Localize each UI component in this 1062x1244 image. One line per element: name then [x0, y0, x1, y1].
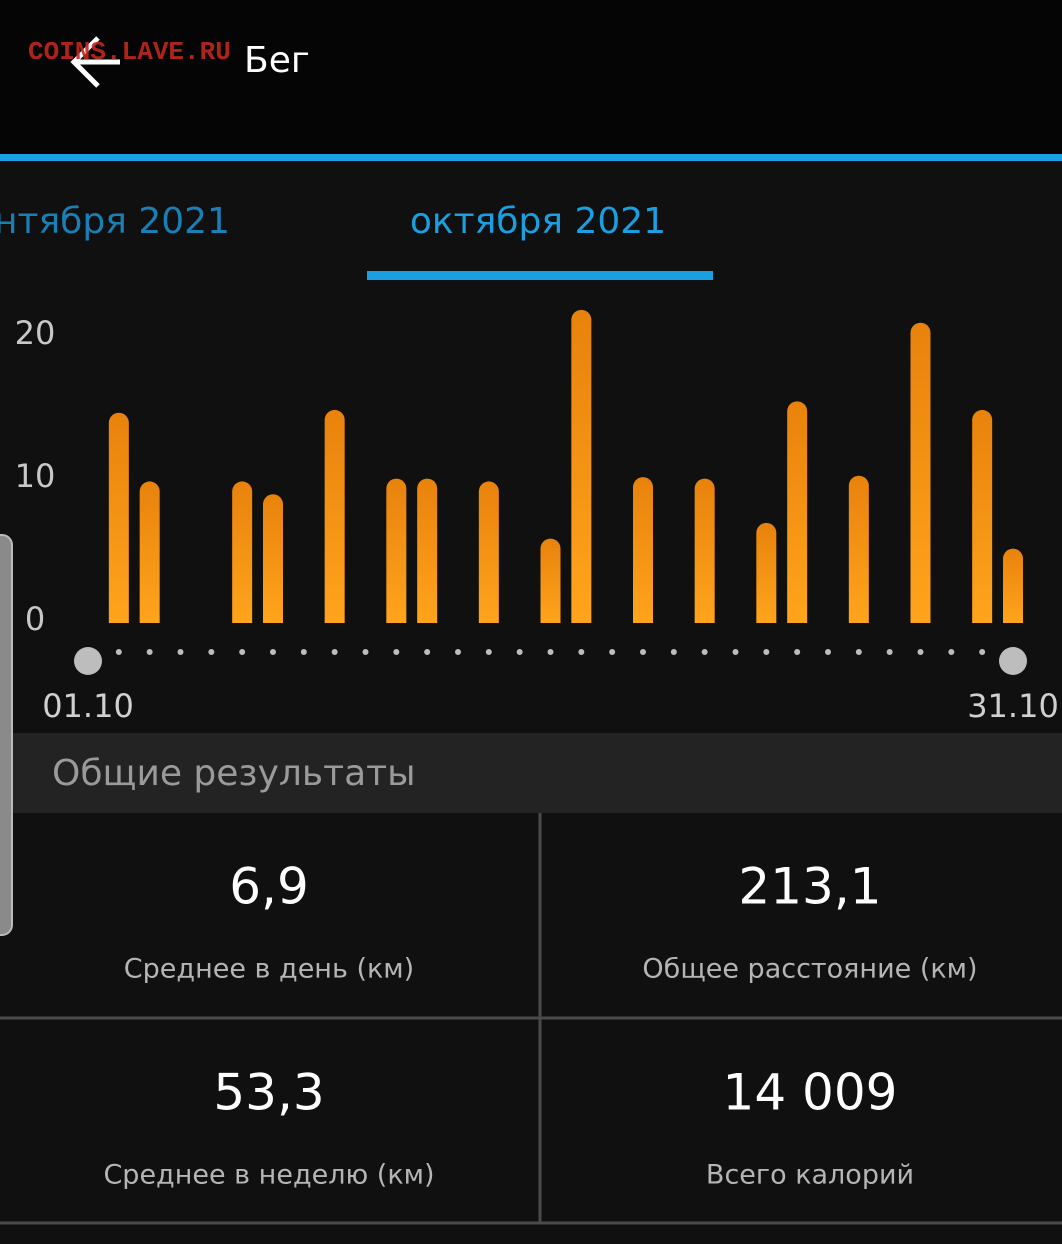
- day-dot: [763, 649, 770, 655]
- y-tick-label: 0: [25, 600, 45, 638]
- screen-title: Бег: [244, 40, 310, 81]
- stats: 6,9 Среднее в день (км) 213,1 Общее расстоя…: [103, 858, 977, 1191]
- day-dot: [732, 649, 739, 655]
- day-dot: [300, 649, 307, 655]
- day-dot: [115, 649, 122, 655]
- day-dot: [393, 649, 400, 655]
- watermark: COINS.LAVE.RU: [28, 37, 231, 67]
- day-dot: [701, 649, 708, 655]
- tab[interactable]: нтября 2021: [0, 201, 230, 242]
- day-dot: [825, 649, 831, 655]
- day-dot: [485, 649, 492, 655]
- x-tick-label: 31.10: [967, 687, 1059, 725]
- day-dot: [948, 649, 955, 655]
- stat-value: 14 009: [723, 1064, 898, 1122]
- chart: 0 10 20 01.10 31.10: [15, 309, 1059, 725]
- day-dot: [979, 649, 986, 655]
- day-dot: [670, 649, 677, 655]
- back-button[interactable]: [70, 36, 120, 88]
- range-handle[interactable]: [74, 647, 102, 675]
- bar: [910, 322, 931, 623]
- day-dot: [270, 649, 276, 655]
- y-tick-label: 10: [15, 457, 56, 495]
- app-bar: [0, 0, 1062, 155]
- section-title: Общие результаты: [52, 753, 416, 794]
- bar: [787, 401, 808, 623]
- bar: [848, 475, 869, 623]
- day-dot: [208, 649, 215, 655]
- tab-active[interactable]: октября 2021: [410, 201, 666, 242]
- day-dot: [917, 649, 924, 655]
- day-dot: [424, 649, 431, 655]
- range-handle[interactable]: [999, 647, 1027, 675]
- day-dot: [578, 649, 585, 655]
- day-dot: [886, 649, 893, 655]
- stat-value: 213,1: [738, 858, 881, 916]
- day-dot: [362, 649, 369, 655]
- day-dot: [146, 649, 153, 655]
- bar: [263, 494, 283, 623]
- day-dot: [640, 649, 646, 655]
- stat-label: Среднее в день (км): [124, 954, 414, 985]
- stat-label: Всего калорий: [706, 1160, 914, 1191]
- x-tick-label: 01.10: [42, 687, 134, 725]
- bar: [324, 409, 345, 623]
- edge-panel-handle[interactable]: [0, 534, 13, 936]
- stat-label: Общее расстояние (км): [642, 954, 977, 985]
- day-dot: [239, 649, 246, 655]
- day-dot: [609, 649, 616, 655]
- day-dot: [794, 649, 801, 655]
- bar: [756, 522, 777, 623]
- day-dot: [855, 649, 862, 655]
- stat-label: Среднее в неделю (км): [103, 1160, 434, 1191]
- tab-indicator: [367, 271, 713, 280]
- accent-line: [0, 154, 1062, 161]
- bar: [232, 481, 253, 623]
- bar: [417, 478, 438, 623]
- stat-value: 53,3: [213, 1064, 324, 1122]
- bar: [478, 481, 499, 623]
- y-tick-label: 20: [15, 314, 56, 352]
- stat-value: 6,9: [229, 858, 309, 916]
- day-dot: [331, 649, 338, 655]
- bar: [972, 409, 993, 623]
- bar: [540, 538, 561, 623]
- bar: [571, 309, 592, 623]
- day-dot: [177, 649, 184, 655]
- section-header: [0, 733, 1062, 813]
- day-dot: [516, 649, 523, 655]
- bar: [694, 478, 715, 623]
- day-dot: [455, 649, 461, 655]
- bar: [386, 478, 407, 623]
- day-dot: [547, 649, 554, 655]
- bar: [1003, 548, 1023, 623]
- bar: [633, 477, 653, 623]
- bar: [108, 412, 129, 623]
- bar: [139, 481, 160, 623]
